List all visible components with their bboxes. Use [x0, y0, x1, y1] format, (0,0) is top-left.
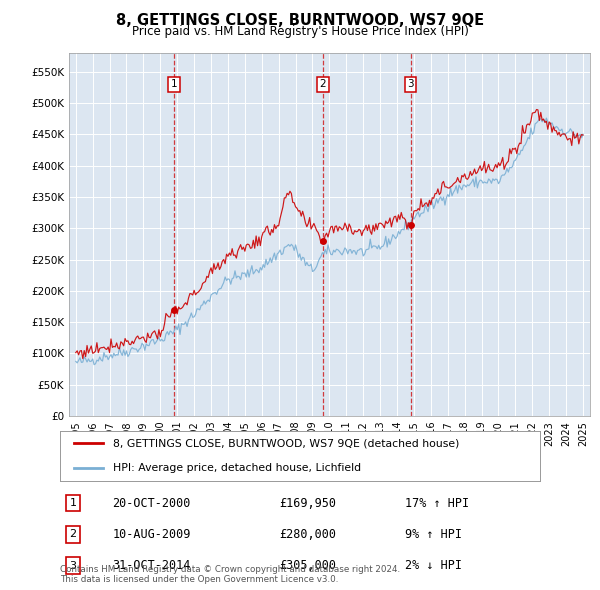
Text: 2: 2: [70, 529, 77, 539]
Text: 3: 3: [407, 80, 414, 89]
Text: HPI: Average price, detached house, Lichfield: HPI: Average price, detached house, Lich…: [113, 463, 361, 473]
Text: 3: 3: [70, 560, 77, 571]
Text: 10-AUG-2009: 10-AUG-2009: [112, 528, 191, 541]
Text: 2% ↓ HPI: 2% ↓ HPI: [404, 559, 461, 572]
Text: 1: 1: [170, 80, 177, 89]
Text: 8, GETTINGS CLOSE, BURNTWOOD, WS7 9QE: 8, GETTINGS CLOSE, BURNTWOOD, WS7 9QE: [116, 13, 484, 28]
Text: Price paid vs. HM Land Registry's House Price Index (HPI): Price paid vs. HM Land Registry's House …: [131, 25, 469, 38]
Text: £305,000: £305,000: [279, 559, 336, 572]
Text: 20-OCT-2000: 20-OCT-2000: [112, 497, 191, 510]
Text: £169,950: £169,950: [279, 497, 336, 510]
Text: 2: 2: [319, 80, 326, 89]
Text: 17% ↑ HPI: 17% ↑ HPI: [404, 497, 469, 510]
Text: 9% ↑ HPI: 9% ↑ HPI: [404, 528, 461, 541]
Text: 31-OCT-2014: 31-OCT-2014: [112, 559, 191, 572]
Text: Contains HM Land Registry data © Crown copyright and database right 2024.
This d: Contains HM Land Registry data © Crown c…: [60, 565, 400, 584]
Text: 1: 1: [70, 499, 77, 508]
Text: 8, GETTINGS CLOSE, BURNTWOOD, WS7 9QE (detached house): 8, GETTINGS CLOSE, BURNTWOOD, WS7 9QE (d…: [113, 438, 459, 448]
Text: £280,000: £280,000: [279, 528, 336, 541]
